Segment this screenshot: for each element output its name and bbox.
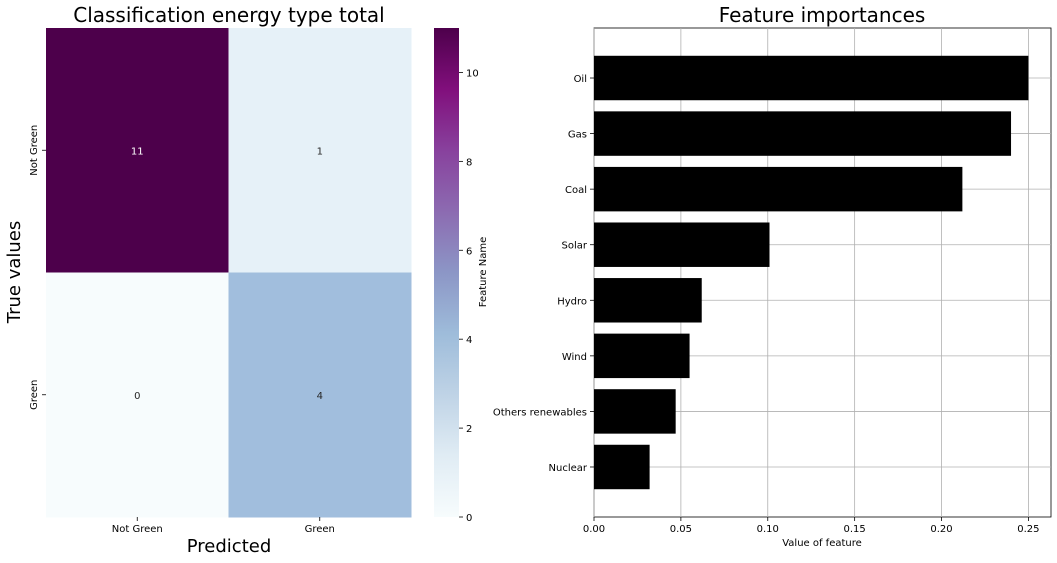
feature-bar-gas [594, 111, 1012, 156]
feature-bar-coal [594, 166, 963, 212]
heatmap-cell [46, 272, 229, 518]
feature-bar-others-renewables [594, 389, 676, 434]
heatmap-y-tick-label: Not Green [29, 125, 40, 176]
heatmap-y-tick-label: Green [29, 380, 40, 410]
bar-chart-y-tick-label: Solar [562, 241, 588, 252]
heatmap-cell-value: 11 [131, 146, 144, 157]
heatmap-cell [228, 28, 412, 273]
heatmap-x-tick-label: Not Green [112, 524, 163, 535]
confusion-matrix-heatmap: Classification energy type total 11 10 4 N… [4, 3, 412, 557]
bar-chart-y-tick-label: Hydro [557, 296, 587, 307]
heatmap-xlabel: Predicted [187, 536, 272, 557]
bar-chart-y-tick-label: Oil [574, 74, 587, 85]
colorbar-tick-label: 6 [466, 246, 472, 257]
feature-bar-nuclear [594, 444, 650, 490]
heatmap-x-tick-label: Green [305, 524, 335, 535]
bar-chart-x-tick-label: 0.25 [1017, 524, 1039, 535]
feature-bar-solar [594, 222, 770, 267]
heatmap-cell-value: 4 [317, 391, 323, 402]
bar-chart-frame [593, 27, 1052, 518]
heatmap-colorbar: 0 2 4 6 8 10 Feature Name [434, 28, 489, 524]
feature-bar-oil [594, 55, 1029, 101]
bar-chart-y-tick-label: Gas [568, 130, 587, 141]
feature-bar-hydro [594, 278, 702, 323]
bar-chart-xlabel: Value of feature [782, 538, 862, 549]
bar-chart-x-tick-label: 0.15 [844, 524, 866, 535]
bar-chart-y-tick-label: Nuclear [549, 463, 588, 474]
bar-chart-y-tick-label: Coal [565, 185, 587, 196]
colorbar-tick-label: 4 [466, 335, 472, 346]
heatmap-cell-value: 0 [134, 391, 140, 402]
colorbar-label: Feature Name [478, 237, 489, 307]
bar-chart-y-tick-label: Others renewables [493, 407, 587, 418]
heatmap-cell [46, 28, 229, 273]
heatmap-ylabel: True values [4, 221, 25, 325]
bar-chart-x-tick-label: 0.10 [757, 524, 779, 535]
colorbar-tick-label: 2 [466, 424, 472, 435]
feature-bar-wind [594, 333, 690, 379]
bar-chart-title: Feature importances [719, 3, 926, 27]
heatmap-cell-value: 1 [317, 146, 323, 157]
colorbar-tick-label: 10 [466, 68, 479, 79]
heatmap-title: Classification energy type total [73, 3, 385, 27]
bar-chart-x-tick-label: 0.00 [583, 524, 605, 535]
bar-chart-x-tick-label: 0.05 [670, 524, 692, 535]
feature-importance-bar-chart: Feature importances Oil Gas Coal Solar Hydro… [493, 3, 1052, 549]
heatmap-cell [228, 272, 412, 518]
bar-chart-y-tick-label: Wind [562, 352, 587, 363]
colorbar-tick-label: 0 [466, 513, 472, 524]
colorbar-gradient [434, 28, 459, 517]
bar-chart-x-tick-label: 0.20 [930, 524, 952, 535]
colorbar-tick-label: 8 [466, 157, 472, 168]
